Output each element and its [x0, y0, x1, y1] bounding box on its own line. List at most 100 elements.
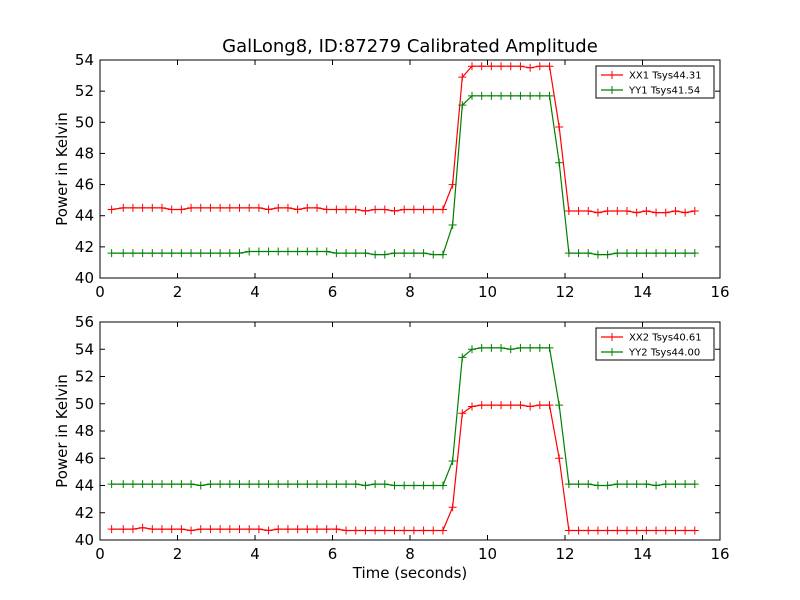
- data-point: [555, 158, 564, 167]
- data-point: [119, 249, 128, 258]
- data-point: [332, 525, 341, 534]
- data-point: [225, 203, 234, 212]
- x-tick-label: 6: [328, 283, 338, 301]
- y-tick-label: 42: [75, 504, 94, 522]
- legend-marker: [608, 86, 616, 94]
- data-point: [380, 250, 389, 259]
- data-point: [119, 480, 128, 489]
- y-tick-label: 50: [75, 113, 94, 131]
- data-point: [458, 353, 467, 362]
- data-point: [603, 207, 612, 216]
- data-point: [283, 203, 292, 212]
- data-point: [254, 203, 263, 212]
- x-tick-label: 0: [95, 283, 105, 301]
- y-tick-label: 44: [75, 477, 94, 495]
- x-tick-label: 4: [250, 545, 260, 563]
- data-point: [138, 523, 147, 532]
- data-point: [681, 249, 690, 258]
- data-point: [371, 526, 380, 535]
- data-point: [526, 343, 535, 352]
- data-point: [545, 401, 554, 410]
- data-point: [584, 480, 593, 489]
- data-point: [216, 249, 225, 258]
- y-axis-label: Power in Kelvin: [53, 374, 71, 488]
- data-point: [128, 203, 137, 212]
- data-point: [342, 205, 351, 214]
- data-point: [196, 525, 205, 534]
- y-axis-label: Power in Kelvin: [53, 112, 71, 226]
- data-point: [380, 526, 389, 535]
- data-point: [187, 203, 196, 212]
- data-point: [390, 526, 399, 535]
- data-point: [235, 249, 244, 258]
- data-point: [535, 91, 544, 100]
- data-point: [274, 525, 283, 534]
- data-point: [574, 249, 583, 258]
- data-point: [361, 481, 370, 490]
- legend-box: [595, 65, 715, 99]
- data-point: [293, 205, 302, 214]
- data-point: [245, 203, 254, 212]
- data-point: [690, 480, 699, 489]
- x-tick-label: 16: [710, 545, 729, 563]
- data-point: [225, 480, 234, 489]
- data-point: [322, 480, 331, 489]
- data-point: [138, 480, 147, 489]
- data-point: [361, 207, 370, 216]
- x-tick-label: 2: [173, 545, 183, 563]
- data-point: [235, 480, 244, 489]
- data-point: [477, 401, 486, 410]
- data-point: [613, 207, 622, 216]
- data-point: [177, 205, 186, 214]
- data-point: [187, 249, 196, 258]
- data-point: [177, 480, 186, 489]
- y-tick-label: 52: [75, 368, 94, 386]
- x-tick-label: 0: [95, 545, 105, 563]
- y-tick-label: 54: [75, 51, 94, 69]
- data-point: [148, 525, 157, 534]
- data-point: [351, 526, 360, 535]
- data-point: [506, 62, 515, 71]
- data-point: [225, 249, 234, 258]
- data-point: [390, 207, 399, 216]
- data-point: [400, 205, 409, 214]
- data-point: [506, 345, 515, 354]
- data-point: [409, 249, 418, 258]
- data-point: [458, 73, 467, 82]
- y-tick-label: 50: [75, 395, 94, 413]
- data-point: [574, 480, 583, 489]
- data-point: [458, 409, 467, 418]
- x-tick-label: 12: [555, 283, 574, 301]
- data-point: [187, 526, 196, 535]
- data-point: [342, 526, 351, 535]
- y-tick-label: 44: [75, 207, 94, 225]
- data-point: [254, 247, 263, 256]
- data-point: [400, 481, 409, 490]
- data-point: [555, 122, 564, 131]
- data-point: [245, 247, 254, 256]
- data-point: [322, 205, 331, 214]
- data-point: [516, 343, 525, 352]
- data-point: [390, 249, 399, 258]
- data-point: [468, 62, 476, 71]
- data-point: [254, 525, 263, 534]
- legend-marker: [608, 348, 616, 356]
- data-point: [361, 526, 370, 535]
- data-point: [107, 205, 116, 214]
- data-point: [623, 526, 631, 535]
- data-point: [206, 480, 215, 489]
- x-tick-label: 14: [633, 545, 652, 563]
- data-point: [380, 205, 389, 214]
- data-point: [409, 526, 418, 535]
- data-point: [351, 205, 360, 214]
- data-point: [138, 249, 147, 258]
- data-point: [574, 207, 583, 216]
- data-point: [245, 480, 254, 489]
- data-point: [497, 343, 506, 352]
- data-point: [390, 481, 399, 490]
- y-tick-label: 46: [75, 176, 94, 194]
- data-point: [671, 207, 680, 216]
